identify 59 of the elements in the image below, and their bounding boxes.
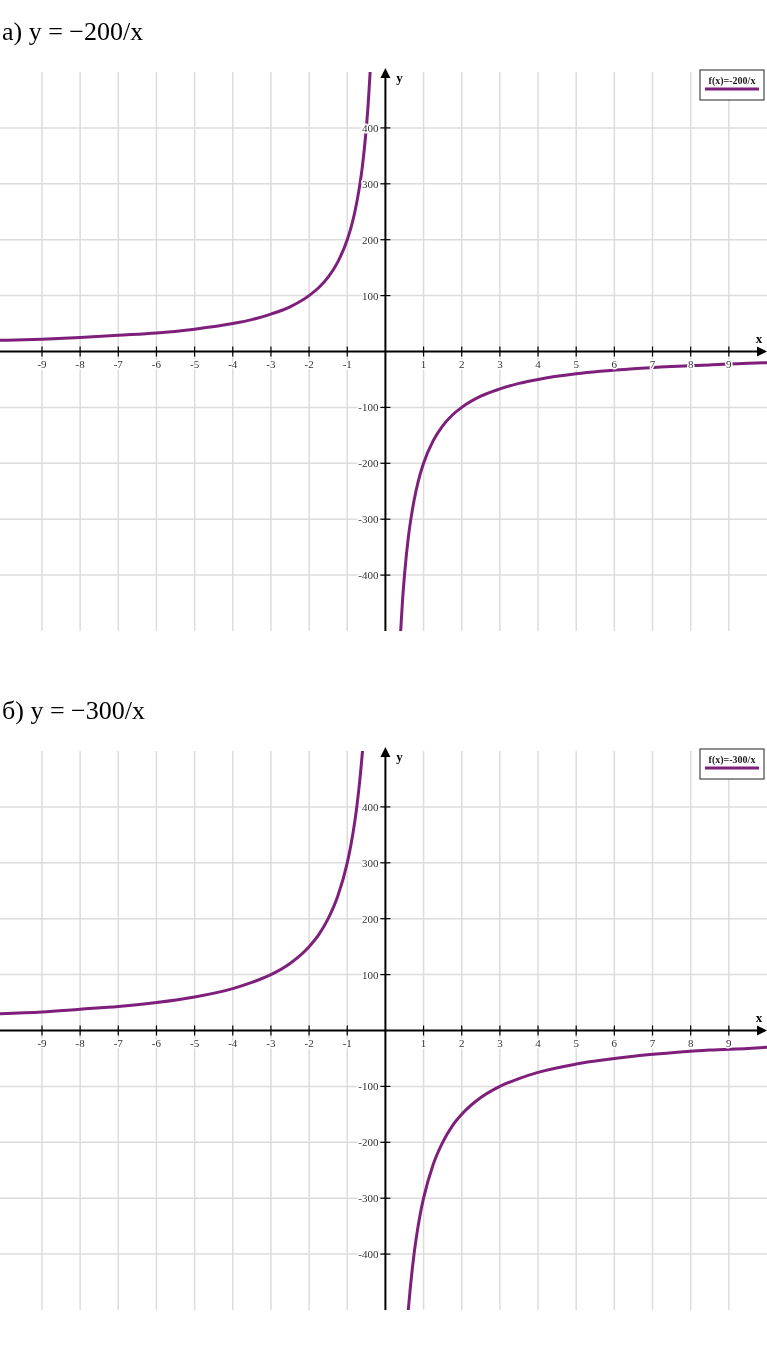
- x-tick-label: 7: [649, 357, 656, 370]
- chart-title: б) y = −300/x: [2, 696, 145, 725]
- x-tick-label: -4: [228, 357, 238, 370]
- x-tick-label: 3: [497, 1036, 504, 1049]
- x-tick-label: 5: [573, 1036, 580, 1049]
- x-tick-label: 2: [458, 357, 465, 370]
- x-tick-label: 6: [611, 1036, 618, 1049]
- x-tick-label: 7: [649, 1036, 656, 1049]
- y-tick-label: 100: [361, 968, 379, 981]
- x-tick-label: -8: [75, 357, 86, 370]
- text: f(x)=-300/x: [708, 754, 756, 766]
- y-tick-label: -100: [358, 401, 379, 414]
- x-tick-label: 3: [497, 357, 504, 370]
- x-tick-label: -7: [113, 1036, 124, 1049]
- y-tick-label: -300: [358, 1192, 379, 1205]
- x-tick-label: 2: [458, 1036, 465, 1049]
- x-tick-label: -9: [37, 1036, 48, 1049]
- y-tick-label: 300: [361, 856, 379, 869]
- x-tick-label: 9: [726, 1036, 733, 1049]
- x-tick-label: -3: [266, 357, 277, 370]
- x-tick-label: -4: [228, 1036, 238, 1049]
- x-tick-label: -5: [190, 357, 200, 370]
- y-tick-label: -200: [358, 457, 379, 470]
- x-tick-label: -9: [37, 357, 48, 370]
- y-tick-label: -400: [358, 569, 379, 582]
- x-tick-label: 9: [726, 357, 733, 370]
- x-tick-label: -7: [113, 357, 124, 370]
- x-tick-label: -1: [342, 1036, 352, 1049]
- x-tick-label: 5: [573, 357, 580, 370]
- y-tick-label: 200: [361, 912, 379, 925]
- x-tick-label: 6: [611, 357, 618, 370]
- x-tick-label: 8: [687, 1036, 694, 1049]
- x-tick-label: -6: [151, 1036, 162, 1049]
- text: f(x)=-200/x: [708, 75, 756, 87]
- x-tick-label: 8: [687, 357, 694, 370]
- y-tick-label: -200: [358, 1136, 379, 1149]
- x-tick-label: -3: [266, 1036, 277, 1049]
- x-tick-label: -2: [304, 357, 314, 370]
- x-tick-label: -2: [304, 1036, 314, 1049]
- y-axis-title: y: [396, 70, 404, 85]
- x-tick-label: 1: [420, 357, 427, 370]
- y-tick-label: 300: [361, 177, 379, 190]
- x-tick-label: -5: [190, 1036, 200, 1049]
- y-axis-title: y: [396, 749, 404, 764]
- x-tick-label: -1: [342, 357, 352, 370]
- x-tick-label: 4: [535, 1036, 542, 1049]
- chart-title: а) y = −200/x: [2, 17, 144, 46]
- x-axis-title: x: [755, 1009, 763, 1025]
- y-tick-label: -100: [358, 1080, 379, 1093]
- y-tick-label: -400: [358, 1248, 379, 1261]
- y-tick-label: 100: [361, 289, 379, 302]
- y-tick-label: 200: [361, 233, 379, 246]
- x-axis-title: x: [755, 330, 763, 346]
- y-tick-label: -300: [358, 513, 379, 526]
- y-tick-label: 400: [361, 800, 379, 813]
- x-tick-label: 4: [535, 357, 542, 370]
- x-tick-label: -8: [75, 1036, 86, 1049]
- x-tick-label: -6: [151, 357, 162, 370]
- x-tick-label: 1: [420, 1036, 427, 1049]
